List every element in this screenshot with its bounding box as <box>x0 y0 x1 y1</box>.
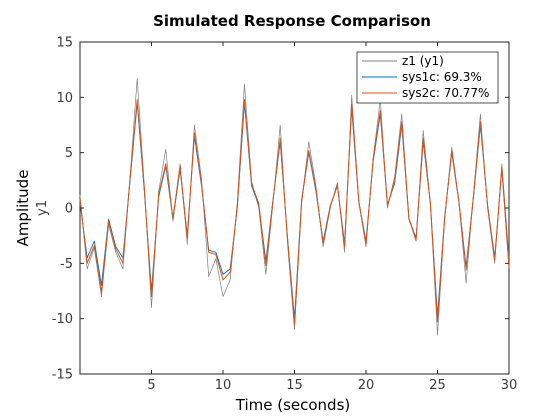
y-tick-label: 15 <box>56 36 73 51</box>
x-tick-label: 25 <box>429 378 446 393</box>
x-tick-label: 30 <box>501 378 518 393</box>
legend-label-sys1c: sys1c: 69.3% <box>402 70 482 84</box>
x-tick-label: 20 <box>358 378 375 393</box>
ticks-layer: 5 10 15 20 25 30 -15 -10 -5 0 5 10 15 <box>52 36 518 394</box>
y-tick-label: 5 <box>65 146 73 161</box>
y-tick-label: -5 <box>60 257 73 272</box>
y-axis-label: Amplitude <box>14 170 32 247</box>
series-line-z1 <box>79 78 510 336</box>
legend-label-z1: z1 (y1) <box>402 54 444 68</box>
y-tick-label: 0 <box>65 202 73 217</box>
series-layer <box>79 78 510 336</box>
chart-title: Simulated Response Comparison <box>153 12 431 30</box>
y-tick-label: 10 <box>56 91 73 106</box>
series-line-sys2c <box>79 99 510 325</box>
x-axis-label: Time (seconds) <box>235 396 351 414</box>
x-tick-label: 10 <box>215 378 232 393</box>
x-tick-label: 5 <box>147 378 155 393</box>
y-tick-label: -10 <box>52 312 73 327</box>
legend[interactable]: z1 (y1) sys1c: 69.3% sys2c: 70.77% <box>356 51 499 104</box>
x-tick-label: 15 <box>286 378 303 393</box>
y-axis-sublabel: y1 <box>35 200 50 216</box>
y-tick-label: -15 <box>52 368 73 383</box>
legend-label-sys2c: sys2c: 70.77% <box>402 86 489 100</box>
